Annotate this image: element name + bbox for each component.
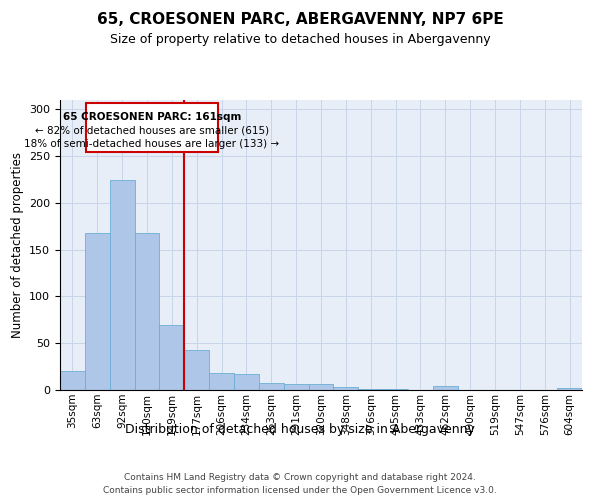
Bar	[557, 388, 582, 390]
Bar	[383, 389, 408, 390]
Bar	[110, 180, 134, 390]
Bar	[234, 374, 259, 390]
Bar	[433, 386, 458, 390]
Text: Distribution of detached houses by size in Abergavenny: Distribution of detached houses by size …	[125, 422, 475, 436]
Bar	[160, 324, 184, 390]
Y-axis label: Number of detached properties: Number of detached properties	[11, 152, 23, 338]
Text: 65 CROESONEN PARC: 161sqm: 65 CROESONEN PARC: 161sqm	[63, 112, 241, 122]
Bar	[259, 382, 284, 390]
Text: 65, CROESONEN PARC, ABERGAVENNY, NP7 6PE: 65, CROESONEN PARC, ABERGAVENNY, NP7 6PE	[97, 12, 503, 28]
Bar	[334, 387, 358, 390]
Bar	[358, 389, 383, 390]
Bar	[184, 350, 209, 390]
Bar	[85, 233, 110, 390]
Bar	[308, 384, 334, 390]
Bar	[209, 373, 234, 390]
Text: Size of property relative to detached houses in Abergavenny: Size of property relative to detached ho…	[110, 32, 490, 46]
Bar	[134, 233, 160, 390]
FancyBboxPatch shape	[86, 103, 218, 152]
Bar	[60, 372, 85, 390]
Text: 18% of semi-detached houses are larger (133) →: 18% of semi-detached houses are larger (…	[25, 140, 280, 149]
Bar	[284, 384, 308, 390]
Text: ← 82% of detached houses are smaller (615): ← 82% of detached houses are smaller (61…	[35, 126, 269, 136]
Text: Contains HM Land Registry data © Crown copyright and database right 2024.
Contai: Contains HM Land Registry data © Crown c…	[103, 473, 497, 495]
